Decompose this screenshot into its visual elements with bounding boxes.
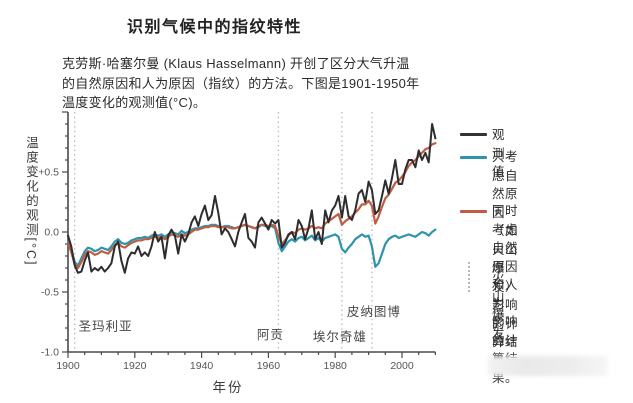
series-natural_and_human-line [66, 142, 437, 270]
volcano-label-1982: 埃尔奇雄 [313, 329, 367, 344]
y-tick-label-+0.5: +0.5 [38, 167, 59, 179]
page-title: 识别气候中的指纹特性 [127, 19, 303, 36]
intro-line-1: 克劳斯·哈塞尔曼 (Klaus Hasselmann) 开创了区分大气升温 [62, 56, 410, 71]
y-tick-label--0.5: -0.5 [41, 287, 59, 299]
intro-paragraph: 克劳斯·哈塞尔曼 (Klaus Hasselmann) 开创了区分大气升温 的自… [62, 54, 419, 113]
climate-fingerprint-chart: 圣玛利亚阿贡 埃尔奇雄 皮纳图博 1900 1920 1940 1960 1980 2000 -1… [8, 105, 458, 403]
x-tick-label-1900: 1900 [56, 360, 80, 372]
series-observed-line [67, 123, 437, 274]
natural-human-line-swatch [460, 210, 487, 213]
volcano-label-1963: 阿贡 [257, 328, 284, 342]
x-tick-label-1960: 1960 [257, 360, 281, 372]
intro-line-3: 温度变化的观测值(°C)。 [62, 95, 207, 110]
x-axis-label: 年份 [212, 380, 244, 395]
volcano-label-1902: 圣玛利亚 [79, 319, 133, 333]
natural-only-line-swatch [460, 156, 487, 159]
legend-label-observed: 观测值 [492, 128, 506, 179]
x-tick-label-1980: 1980 [324, 360, 348, 372]
series-natural_only-line [66, 223, 437, 268]
intro-line-2: 的自然原因和人为原因（指纹）的方法。下图是1901-1950年 [62, 75, 420, 91]
x-tick-label-1940: 1940 [190, 360, 214, 372]
volcano-dotted-line-swatch [468, 262, 470, 292]
x-tick-label-1920: 1920 [123, 360, 147, 372]
y-tick-label-0.0: 0.0 [44, 227, 59, 239]
blurred-watermark [488, 356, 608, 376]
y-axis-label: 温度变化的观测[°C] [24, 136, 38, 267]
volcano-label-1991: 皮纳图博 [347, 304, 401, 319]
legend-label-volcano: 火山爆发 [492, 271, 506, 341]
observed-line-swatch [460, 133, 487, 136]
y-tick-label--1.0: -1.0 [41, 347, 59, 359]
x-tick-label-2000: 2000 [390, 360, 414, 372]
